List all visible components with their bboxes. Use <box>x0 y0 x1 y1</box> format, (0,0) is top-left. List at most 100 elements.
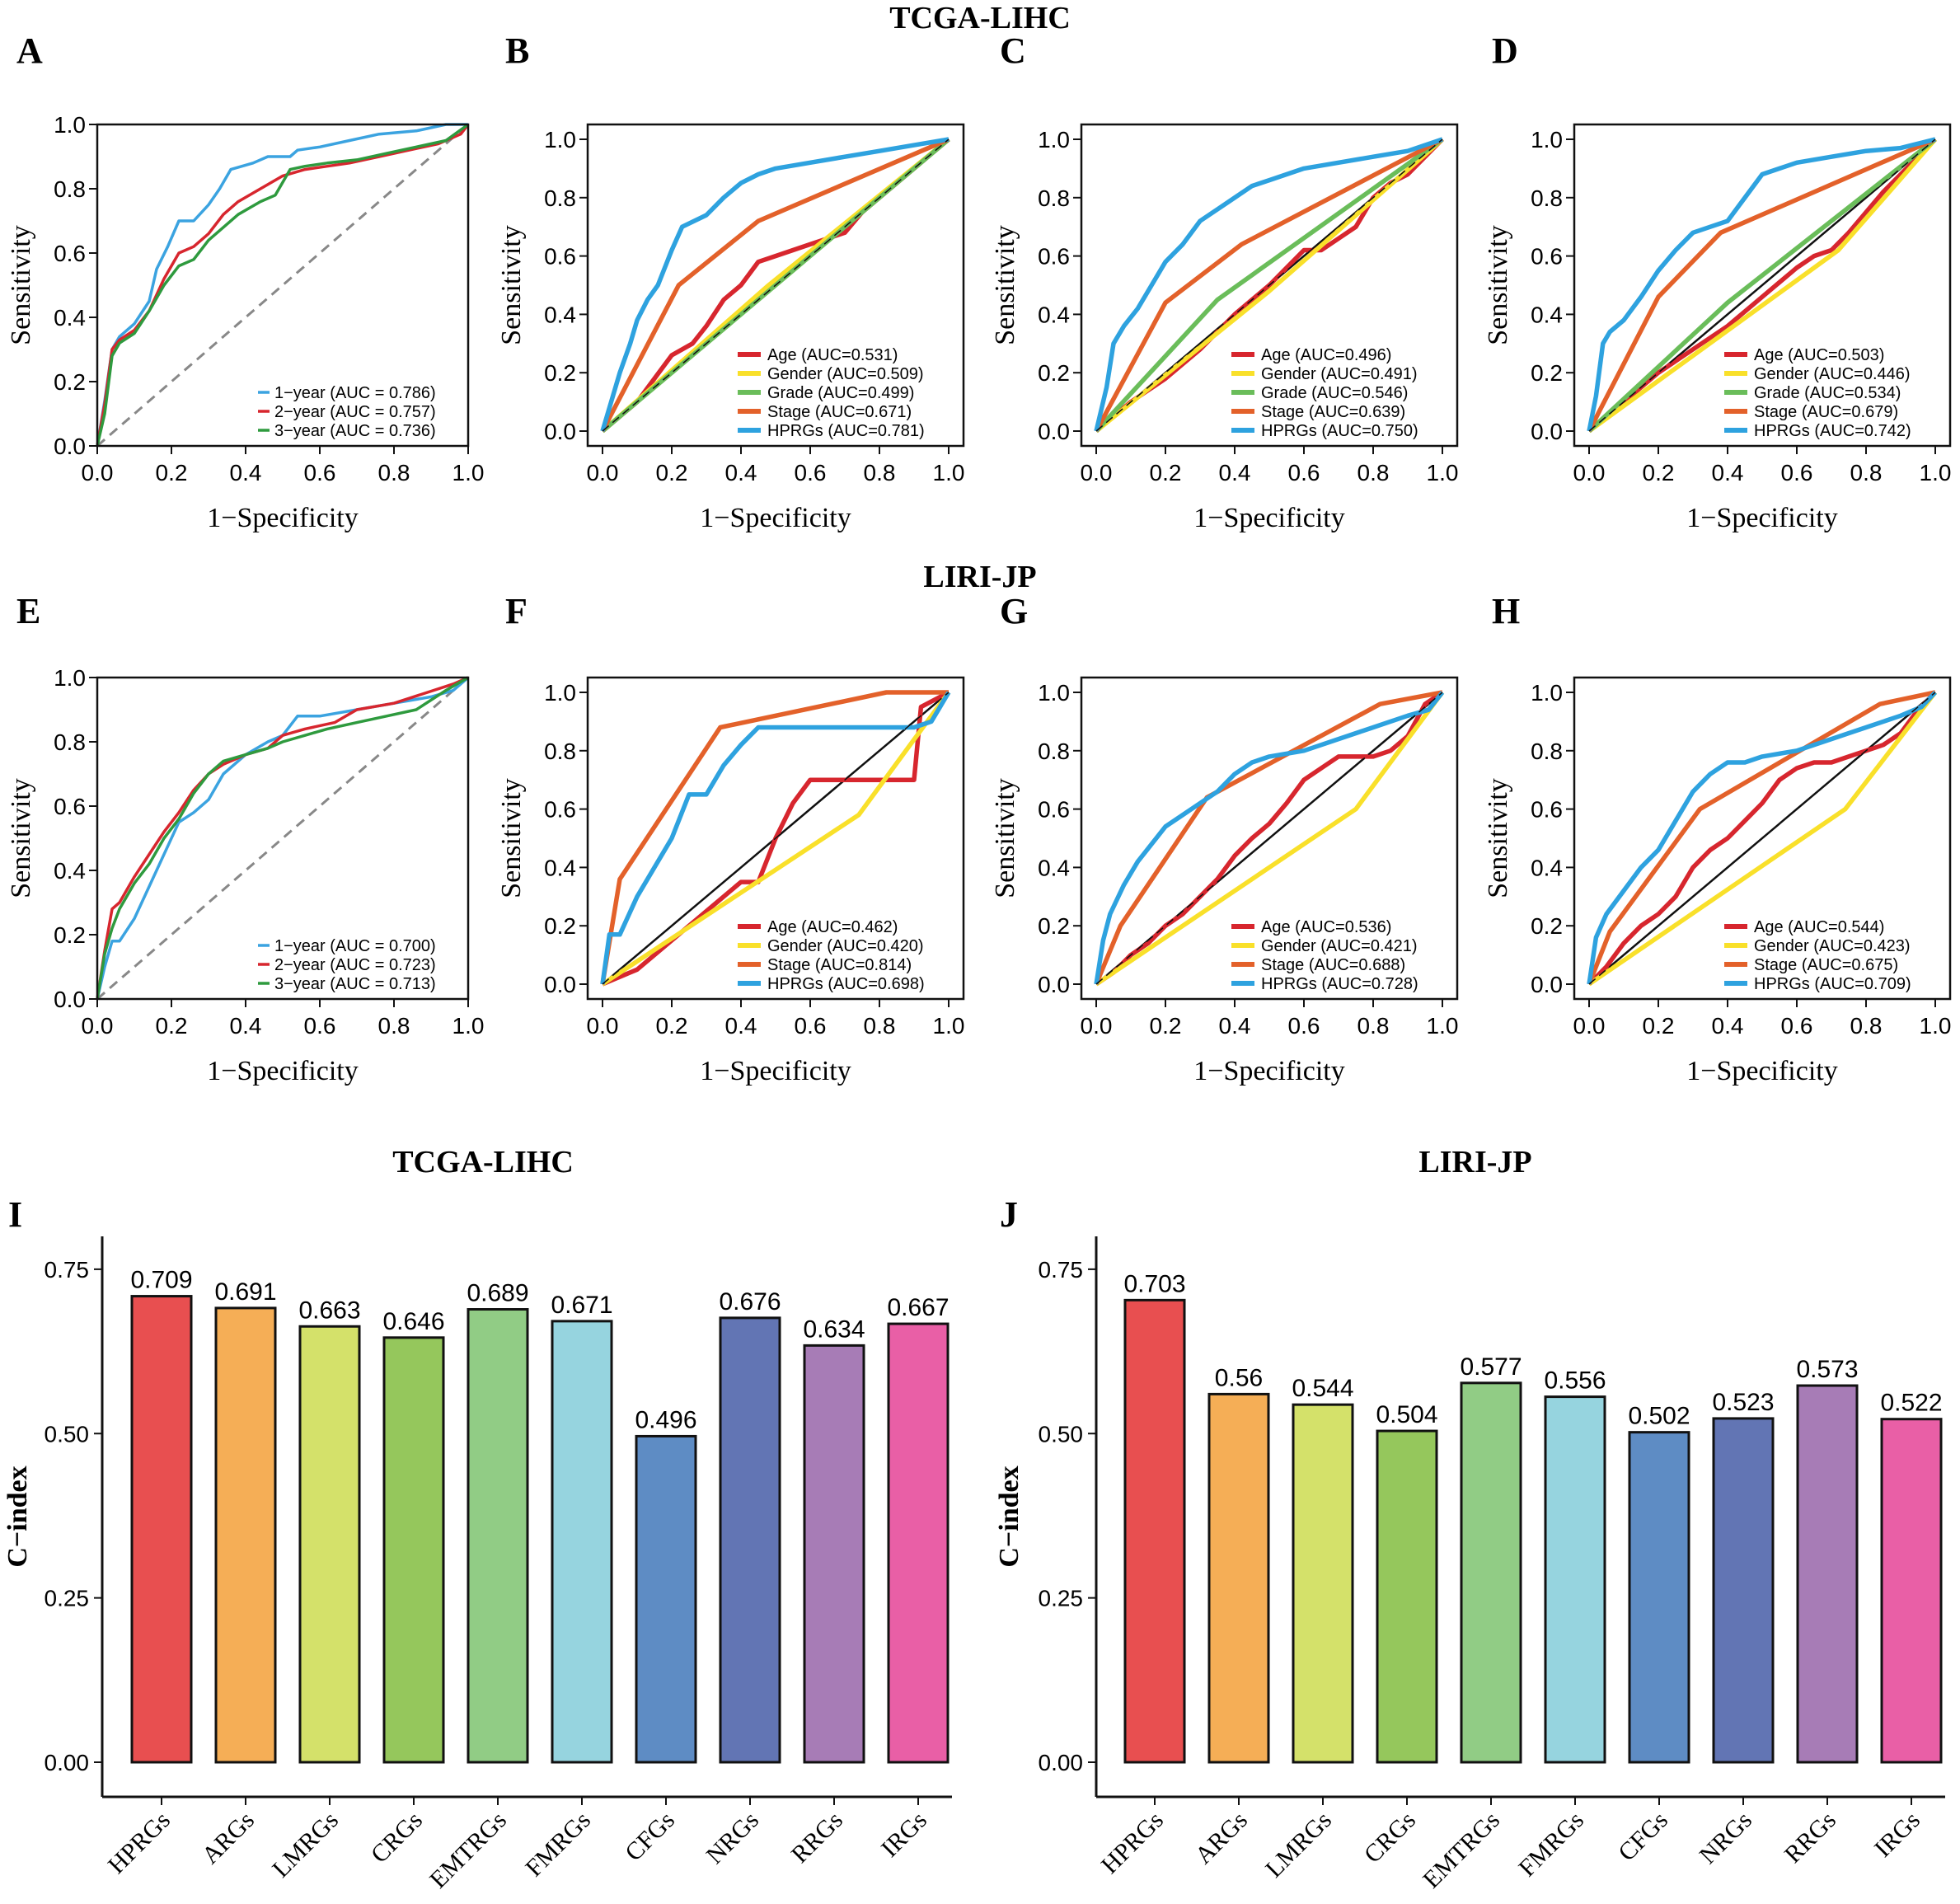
roc-curve-1 <box>1587 691 1937 986</box>
plot-frame <box>96 123 470 448</box>
bar-value-label: 0.703 <box>1123 1270 1185 1297</box>
bar-value-label: 0.523 <box>1712 1389 1774 1416</box>
bar-args <box>1207 1392 1270 1764</box>
y-tick-label: 0.2 <box>1038 913 1070 939</box>
bar-hprgs <box>1123 1298 1186 1764</box>
x-tick-label: 1.0 <box>1427 460 1459 485</box>
legend-entry: Age (AUC=0.462) <box>767 918 898 936</box>
x-tick-label: 0.2 <box>656 1013 688 1039</box>
x-tick-label: 0.6 <box>795 1013 827 1039</box>
x-tick-label: 0.4 <box>725 460 757 485</box>
x-axis-title: 1−Specificity <box>1686 1056 1837 1086</box>
plot-frame <box>1080 676 1459 1001</box>
category-label: RRGs <box>786 1807 848 1869</box>
legend-entry: HPRGs (AUC=0.781) <box>767 422 925 440</box>
x-tick-label: 0.4 <box>1712 1013 1744 1039</box>
bar-emtrgs <box>467 1308 529 1764</box>
y-tick-label: 0.0 <box>544 972 576 997</box>
x-tick-label: 0.4 <box>230 1013 262 1039</box>
bar-crgs <box>382 1336 445 1764</box>
legend-entry: Age (AUC=0.536) <box>1261 918 1391 936</box>
bar-value-label: 0.556 <box>1544 1367 1606 1395</box>
legend-entry: HPRGs (AUC=0.750) <box>1261 422 1418 440</box>
y-tick-label: 0.00 <box>1039 1750 1084 1775</box>
bar-fmrgs <box>1544 1395 1606 1764</box>
x-tick-label: 0.2 <box>1150 1013 1182 1039</box>
legend-entry: 2−year (AUC = 0.723) <box>274 956 436 974</box>
y-tick-label: 0.75 <box>1039 1257 1084 1283</box>
bar-irgs <box>887 1322 950 1764</box>
y-tick-label: 0.2 <box>1038 360 1070 386</box>
roc-curve-4 <box>1587 691 1937 985</box>
y-tick-label: 0.4 <box>54 858 86 884</box>
legend-entry: Age (AUC=0.531) <box>767 346 898 364</box>
y-axis-title: Sensitivity <box>1483 778 1513 898</box>
bar-cfgs <box>635 1434 697 1764</box>
roc-curve-2 <box>601 691 951 987</box>
roc-curve-4 <box>1094 137 1444 433</box>
reference-diagonal-overlay <box>602 692 950 985</box>
x-tick-label: 0.6 <box>1288 1013 1320 1039</box>
bar-value-label: 0.663 <box>298 1297 360 1324</box>
x-axis-title: 1−Specificity <box>1193 1056 1344 1086</box>
category-label: CRGs <box>366 1807 428 1869</box>
y-tick-label: 1.0 <box>54 112 86 138</box>
y-axis-title: Sensitivity <box>1483 225 1513 345</box>
legend-entry: Stage (AUC=0.679) <box>1754 403 1898 421</box>
bar-value-label: 0.577 <box>1460 1353 1522 1381</box>
bar-lmrgs <box>1292 1403 1354 1764</box>
bar-hprgs <box>130 1295 193 1764</box>
legend-entry: HPRGs (AUC=0.728) <box>1261 975 1418 993</box>
legend-entry: Stage (AUC=0.814) <box>767 956 912 974</box>
y-tick-label: 1.0 <box>1038 680 1070 706</box>
y-tick-label: 1.0 <box>54 665 86 691</box>
plot-frame <box>1080 123 1459 448</box>
x-tick-label: 0.6 <box>1288 460 1320 485</box>
bar-emtrgs <box>1460 1381 1522 1764</box>
group-title-liri: LIRI-JP <box>923 560 1036 594</box>
roc-curve-3 <box>1587 137 1937 434</box>
x-tick-label: 0.2 <box>156 460 188 485</box>
x-axis-title: 1−Specificity <box>700 1056 851 1086</box>
legend-entry: Stage (AUC=0.671) <box>767 403 912 421</box>
roc-curve-1 <box>1095 690 1444 987</box>
y-tick-label: 0.8 <box>544 739 576 764</box>
legend-entry: HPRGs (AUC=0.698) <box>767 975 925 993</box>
y-tick-label: 0.0 <box>1531 972 1563 997</box>
reference-diagonal-overlay <box>602 138 950 432</box>
category-label: ARGs <box>197 1807 260 1869</box>
y-tick-label: 1.0 <box>544 127 576 152</box>
panel-letter-a: A <box>16 30 43 71</box>
roc-curve-4 <box>1094 691 1445 985</box>
roc-curve-4 <box>600 137 950 433</box>
bar-value-label: 0.676 <box>719 1288 781 1315</box>
y-tick-label: 0.4 <box>1531 302 1563 327</box>
y-tick-label: 0.6 <box>1038 244 1070 270</box>
legend-entry: Gender (AUC=0.446) <box>1754 365 1911 383</box>
legend-entry: 3−year (AUC = 0.736) <box>274 422 436 440</box>
roc-curve-2 <box>1095 137 1444 434</box>
x-tick-label: 0.8 <box>864 460 896 485</box>
roc-curve-5 <box>1587 137 1936 432</box>
y-tick-label: 0.0 <box>54 987 86 1012</box>
x-tick-label: 0.2 <box>1150 460 1182 485</box>
roc-panel-f: F 0.0 0.0 0.2 0.2 0.4 0.4 0.6 0.6 0.8 0.8 1.0 1.0 1−S… <box>496 591 964 1086</box>
x-tick-label: 0.0 <box>1573 460 1606 485</box>
legend-entry: Stage (AUC=0.639) <box>1261 403 1405 421</box>
cindex-title-liri: LIRI-JP <box>1418 1145 1531 1179</box>
y-tick-label: 0.6 <box>1038 797 1070 823</box>
bar-value-label: 0.496 <box>635 1406 696 1433</box>
y-axis-title: C−index <box>994 1466 1025 1567</box>
y-tick-label: 0.8 <box>1038 185 1070 211</box>
bar-value-label: 0.544 <box>1292 1375 1353 1402</box>
x-tick-label: 0.8 <box>1850 1013 1883 1039</box>
bar-value-label: 0.646 <box>382 1308 444 1335</box>
y-tick-label: 0.4 <box>54 305 86 331</box>
x-tick-label: 0.0 <box>587 1013 619 1039</box>
category-label: CFGs <box>620 1807 680 1867</box>
x-tick-label: 0.2 <box>156 1013 188 1039</box>
reference-diagonal-overlay <box>1588 138 1936 432</box>
legend-entry: Grade (AUC=0.499) <box>767 384 914 402</box>
bar-value-label: 0.522 <box>1880 1390 1942 1417</box>
